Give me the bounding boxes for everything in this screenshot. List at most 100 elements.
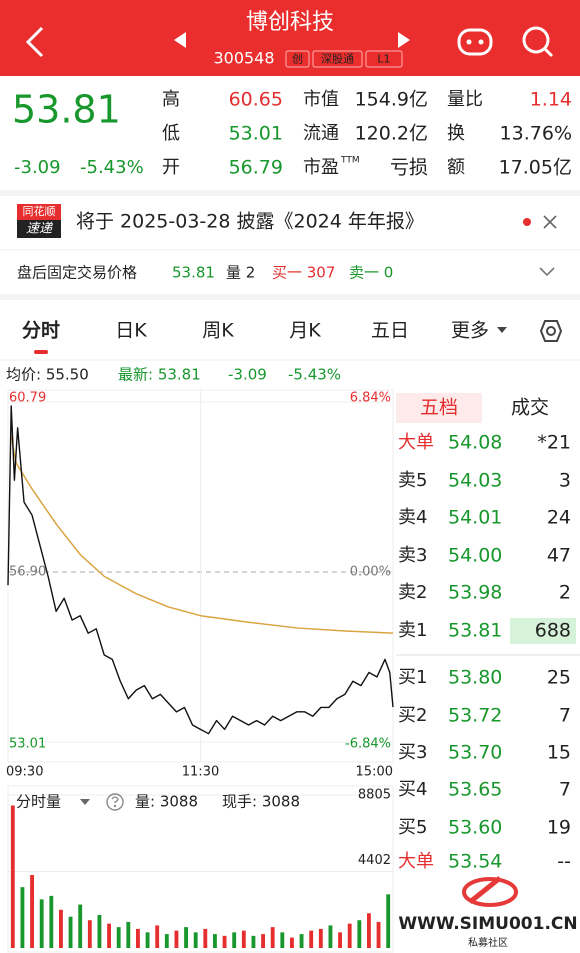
volume-bar <box>155 925 160 948</box>
volume-bar <box>87 920 92 948</box>
book-price: 53.65 <box>448 779 502 801</box>
stat-label: 额 <box>447 157 465 178</box>
y-tick-label: 60.79 <box>9 391 46 406</box>
book-price: 53.81 <box>448 620 502 642</box>
volume-bar <box>232 932 237 948</box>
book-tab[interactable]: 成交 <box>511 397 549 419</box>
book-volume: 688 <box>535 620 571 642</box>
volume-text: 量: 3088 <box>135 793 198 811</box>
help-icon[interactable] <box>106 793 124 811</box>
badge: 深股通 <box>321 53 354 66</box>
volume-bar <box>164 934 169 948</box>
volume-bar <box>116 927 121 948</box>
volume-mode[interactable]: 分时量 <box>16 793 61 811</box>
volume-bar <box>30 875 34 948</box>
back-button[interactable] <box>25 26 44 58</box>
divider <box>0 294 580 300</box>
watermark-logo <box>462 876 518 907</box>
volume-bar <box>136 928 140 948</box>
book-side: 卖3 <box>398 545 427 566</box>
volume-bar <box>376 921 381 948</box>
stat-value: 13.76% <box>500 123 572 145</box>
volume-bar <box>299 934 304 948</box>
volume-bar <box>309 930 314 948</box>
book-volume: 24 <box>547 507 571 529</box>
price-line <box>7 405 394 735</box>
volume-bar <box>184 927 188 948</box>
volume-bar <box>78 904 83 948</box>
volume-bar <box>241 930 246 948</box>
volume-bar <box>145 932 150 948</box>
notice-badge-bottom: 速递 <box>26 222 53 237</box>
stat-value: 17.05亿 <box>499 157 572 179</box>
volume-bar <box>251 935 256 948</box>
volume-frame <box>7 785 394 953</box>
book-side: 买5 <box>398 817 427 838</box>
volume-bar <box>126 921 131 948</box>
prev-stock[interactable] <box>174 32 186 48</box>
book-tab[interactable]: 五档 <box>420 397 458 419</box>
last-price: 53.81 <box>12 88 121 132</box>
volume-chart: 8805 4402 <box>7 785 394 953</box>
unread-dot <box>523 218 531 226</box>
volume-bar <box>39 899 44 948</box>
volume-bar <box>222 935 227 948</box>
search-icon[interactable] <box>522 26 554 58</box>
badge-bg <box>285 50 310 68</box>
book-side: 买1 <box>398 667 427 688</box>
badge-bg <box>365 50 403 68</box>
tabs: 分时 日K 周K 月K 五日 更多 <box>22 320 489 342</box>
tab[interactable]: 月K <box>289 320 321 342</box>
book-price: 53.54 <box>448 851 502 873</box>
volume-bar <box>174 930 179 948</box>
next-stock[interactable] <box>398 32 410 48</box>
book-price: 53.60 <box>448 817 502 839</box>
volume-bar <box>386 894 391 948</box>
tab[interactable]: 日K <box>115 320 147 342</box>
price-change: -3.09 <box>14 157 61 178</box>
book-volume: 7 <box>559 779 571 801</box>
volume-bar <box>20 887 25 948</box>
badge-bg <box>312 50 363 68</box>
volume-bar <box>290 937 294 948</box>
latest-change: -3.09 <box>228 366 267 384</box>
volume-bar <box>68 916 73 948</box>
book-volume: -- <box>557 851 571 873</box>
after-hours-ask: 卖一 0 <box>349 264 393 282</box>
tab[interactable]: 周K <box>202 320 234 342</box>
stat-value: 亏损 <box>390 157 428 179</box>
stat-label: 市盈 <box>303 157 339 178</box>
book-volume: 25 <box>547 667 571 689</box>
notice-text[interactable]: 将于 2025-03-28 披露《2024 年年报》 <box>76 211 424 233</box>
after-hours-bid: 买一 307 <box>272 264 335 282</box>
book-side: 卖1 <box>398 620 427 641</box>
volume-bar <box>338 932 342 948</box>
tab[interactable]: 五日 <box>371 320 409 342</box>
volume-mode-arrow <box>80 799 90 805</box>
notice-badge-top: 同花顺 <box>23 205 56 218</box>
volume-tick-label: 8805 <box>358 788 391 803</box>
price-change-pct: -5.43% <box>80 157 144 178</box>
highlight-bg <box>510 618 576 644</box>
stat-label: 流通 <box>303 123 339 144</box>
watermark-url: WWW.SIMU001.CN <box>398 914 577 934</box>
book-volume: 2 <box>559 582 571 604</box>
robot-icon[interactable] <box>457 28 493 56</box>
book-price: 53.98 <box>448 582 502 604</box>
y2-tick-label: 0.00% <box>350 565 391 580</box>
stat-value: 53.01 <box>229 123 283 145</box>
tab[interactable]: 分时 <box>22 320 60 342</box>
close-notice[interactable] <box>543 215 557 229</box>
tab[interactable]: 更多 <box>451 320 489 342</box>
x-tick-label: 09:30 <box>6 765 43 780</box>
volume-bar <box>347 923 352 948</box>
volume-bar <box>193 932 198 948</box>
book-volume: 7 <box>559 705 571 727</box>
expand-icon[interactable] <box>539 267 555 277</box>
settings-icon[interactable] <box>539 320 563 342</box>
avg-price: 均价: 55.50 <box>6 366 89 384</box>
stat-value: 154.9亿 <box>355 89 428 111</box>
volume-bar <box>270 927 275 948</box>
